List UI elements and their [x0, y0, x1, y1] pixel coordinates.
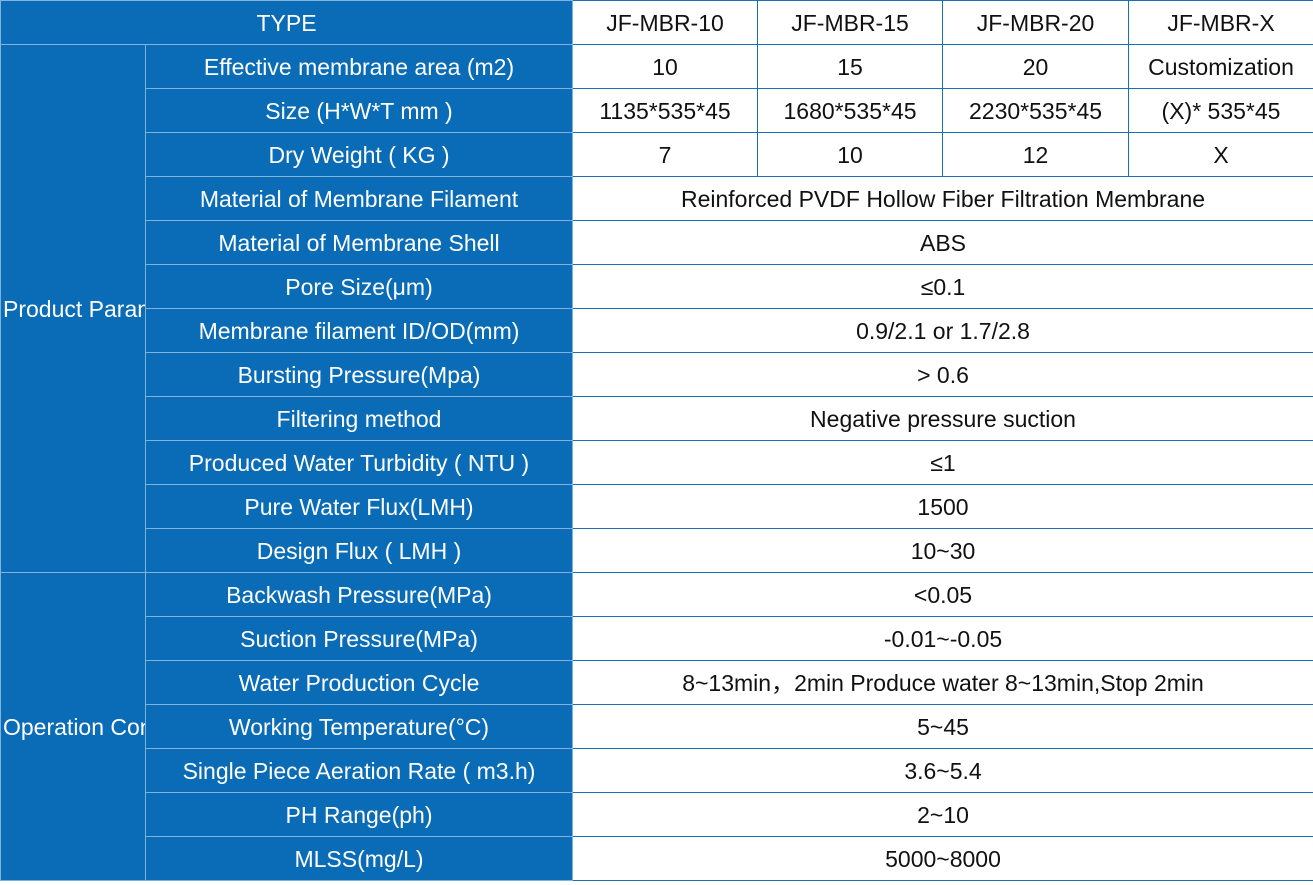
- table-row: Dry Weight ( KG ) 7 10 12 X: [1, 132, 1313, 177]
- value-cell: 5000~8000: [572, 836, 1313, 881]
- table-row: MLSS(mg/L) 5000~8000: [1, 836, 1313, 881]
- table-row: Pore Size(μm) ≤0.1: [1, 264, 1313, 309]
- table-row: PH Range(ph) 2~10: [1, 792, 1313, 837]
- model-header-jf-mbr-10: JF-MBR-10: [572, 0, 759, 45]
- row-label-ph-range: PH Range(ph): [144, 792, 574, 837]
- value-cell: 7: [572, 132, 759, 177]
- row-label-working-temperature: Working Temperature(°C): [144, 704, 574, 749]
- row-label-filtering-method: Filtering method: [144, 396, 574, 441]
- table-row: Produced Water Turbidity ( NTU ) ≤1: [1, 440, 1313, 485]
- row-label-membrane-area: Effective membrane area (m2): [144, 44, 574, 89]
- header-row: TYPE JF-MBR-10 JF-MBR-15 JF-MBR-20 JF-MB…: [0, 0, 1313, 45]
- value-cell: Customization: [1128, 44, 1313, 89]
- row-label-bursting-pressure: Bursting Pressure(Mpa): [144, 352, 574, 397]
- value-cell: 12: [942, 132, 1130, 177]
- value-cell: <0.05: [572, 572, 1313, 617]
- value-cell: Negative pressure suction: [572, 396, 1313, 441]
- table-row: Membrane filament ID/OD(mm) 0.9/2.1 or 1…: [1, 308, 1313, 353]
- group-label-product-parameters: Product Parameters: [0, 44, 146, 573]
- table-row: Design Flux ( LMH ) 10~30: [1, 528, 1313, 573]
- row-label-filament-id-od: Membrane filament ID/OD(mm): [144, 308, 574, 353]
- table-row: Material of Membrane Filament Reinforced…: [1, 176, 1313, 221]
- value-cell: 3.6~5.4: [572, 748, 1313, 793]
- row-label-shell-material: Material of Membrane Shell: [144, 220, 574, 265]
- type-header: TYPE: [0, 0, 574, 45]
- row-label-mlss: MLSS(mg/L): [144, 836, 574, 881]
- model-header-jf-mbr-x: JF-MBR-X: [1128, 0, 1313, 45]
- row-label-backwash-pressure: Backwash Pressure(MPa): [144, 572, 574, 617]
- table-row: Single Piece Aeration Rate ( m3.h) 3.6~5…: [1, 748, 1313, 793]
- table-row: Bursting Pressure(Mpa) > 0.6: [1, 352, 1313, 397]
- value-cell: ≤1: [572, 440, 1313, 485]
- value-cell: > 0.6: [572, 352, 1313, 397]
- row-label-aeration-rate: Single Piece Aeration Rate ( m3.h): [144, 748, 574, 793]
- table-row: Water Production Cycle 8~13min，2min Prod…: [1, 660, 1313, 705]
- value-cell: -0.01~-0.05: [572, 616, 1313, 661]
- row-label-suction-pressure: Suction Pressure(MPa): [144, 616, 574, 661]
- row-label-size: Size (H*W*T mm ): [144, 88, 574, 133]
- value-cell: 15: [757, 44, 944, 89]
- value-cell: 1135*535*45: [572, 88, 759, 133]
- value-cell: 5~45: [572, 704, 1313, 749]
- value-cell: 10: [572, 44, 759, 89]
- value-cell: 1680*535*45: [757, 88, 944, 133]
- value-cell: 1500: [572, 484, 1313, 529]
- table-row: Operation Condition Backwash Pressure(MP…: [0, 572, 1313, 881]
- table-row: Working Temperature(°C) 5~45: [1, 704, 1313, 749]
- value-cell: 10~30: [572, 528, 1313, 573]
- row-label-pure-water-flux: Pure Water Flux(LMH): [144, 484, 574, 529]
- value-cell: ≤0.1: [572, 264, 1313, 309]
- table-row: Size (H*W*T mm ) 1135*535*45 1680*535*45…: [1, 88, 1313, 133]
- value-cell: 20: [942, 44, 1130, 89]
- row-label-design-flux: Design Flux ( LMH ): [144, 528, 574, 573]
- group-label-operation-condition: Operation Condition: [0, 572, 146, 881]
- value-cell: 2~10: [572, 792, 1313, 837]
- value-cell: 10: [757, 132, 944, 177]
- row-label-production-cycle: Water Production Cycle: [144, 660, 574, 705]
- row-label-dry-weight: Dry Weight ( KG ): [144, 132, 574, 177]
- table-row: Filtering method Negative pressure sucti…: [1, 396, 1313, 441]
- table-row: Material of Membrane Shell ABS: [1, 220, 1313, 265]
- value-cell: X: [1128, 132, 1313, 177]
- value-cell: 0.9/2.1 or 1.7/2.8: [572, 308, 1313, 353]
- row-label-turbidity: Produced Water Turbidity ( NTU ): [144, 440, 574, 485]
- value-cell: Reinforced PVDF Hollow Fiber Filtration …: [572, 176, 1313, 221]
- value-cell: ABS: [572, 220, 1313, 265]
- table-row: Pure Water Flux(LMH) 1500: [1, 484, 1313, 529]
- value-cell: 2230*535*45: [942, 88, 1130, 133]
- model-header-jf-mbr-20: JF-MBR-20: [942, 0, 1130, 45]
- row-label-filament-material: Material of Membrane Filament: [144, 176, 574, 221]
- table-row: Product Parameters Effective membrane ar…: [0, 44, 1313, 573]
- model-header-jf-mbr-15: JF-MBR-15: [757, 0, 944, 45]
- row-label-pore-size: Pore Size(μm): [144, 264, 574, 309]
- value-cell: 8~13min，2min Produce water 8~13min,Stop …: [572, 660, 1313, 705]
- value-cell: (X)* 535*45: [1128, 88, 1313, 133]
- table-row: Suction Pressure(MPa) -0.01~-0.05: [1, 616, 1313, 661]
